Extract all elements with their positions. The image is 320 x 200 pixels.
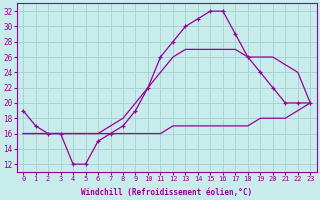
X-axis label: Windchill (Refroidissement éolien,°C): Windchill (Refroidissement éolien,°C) [81, 188, 252, 197]
